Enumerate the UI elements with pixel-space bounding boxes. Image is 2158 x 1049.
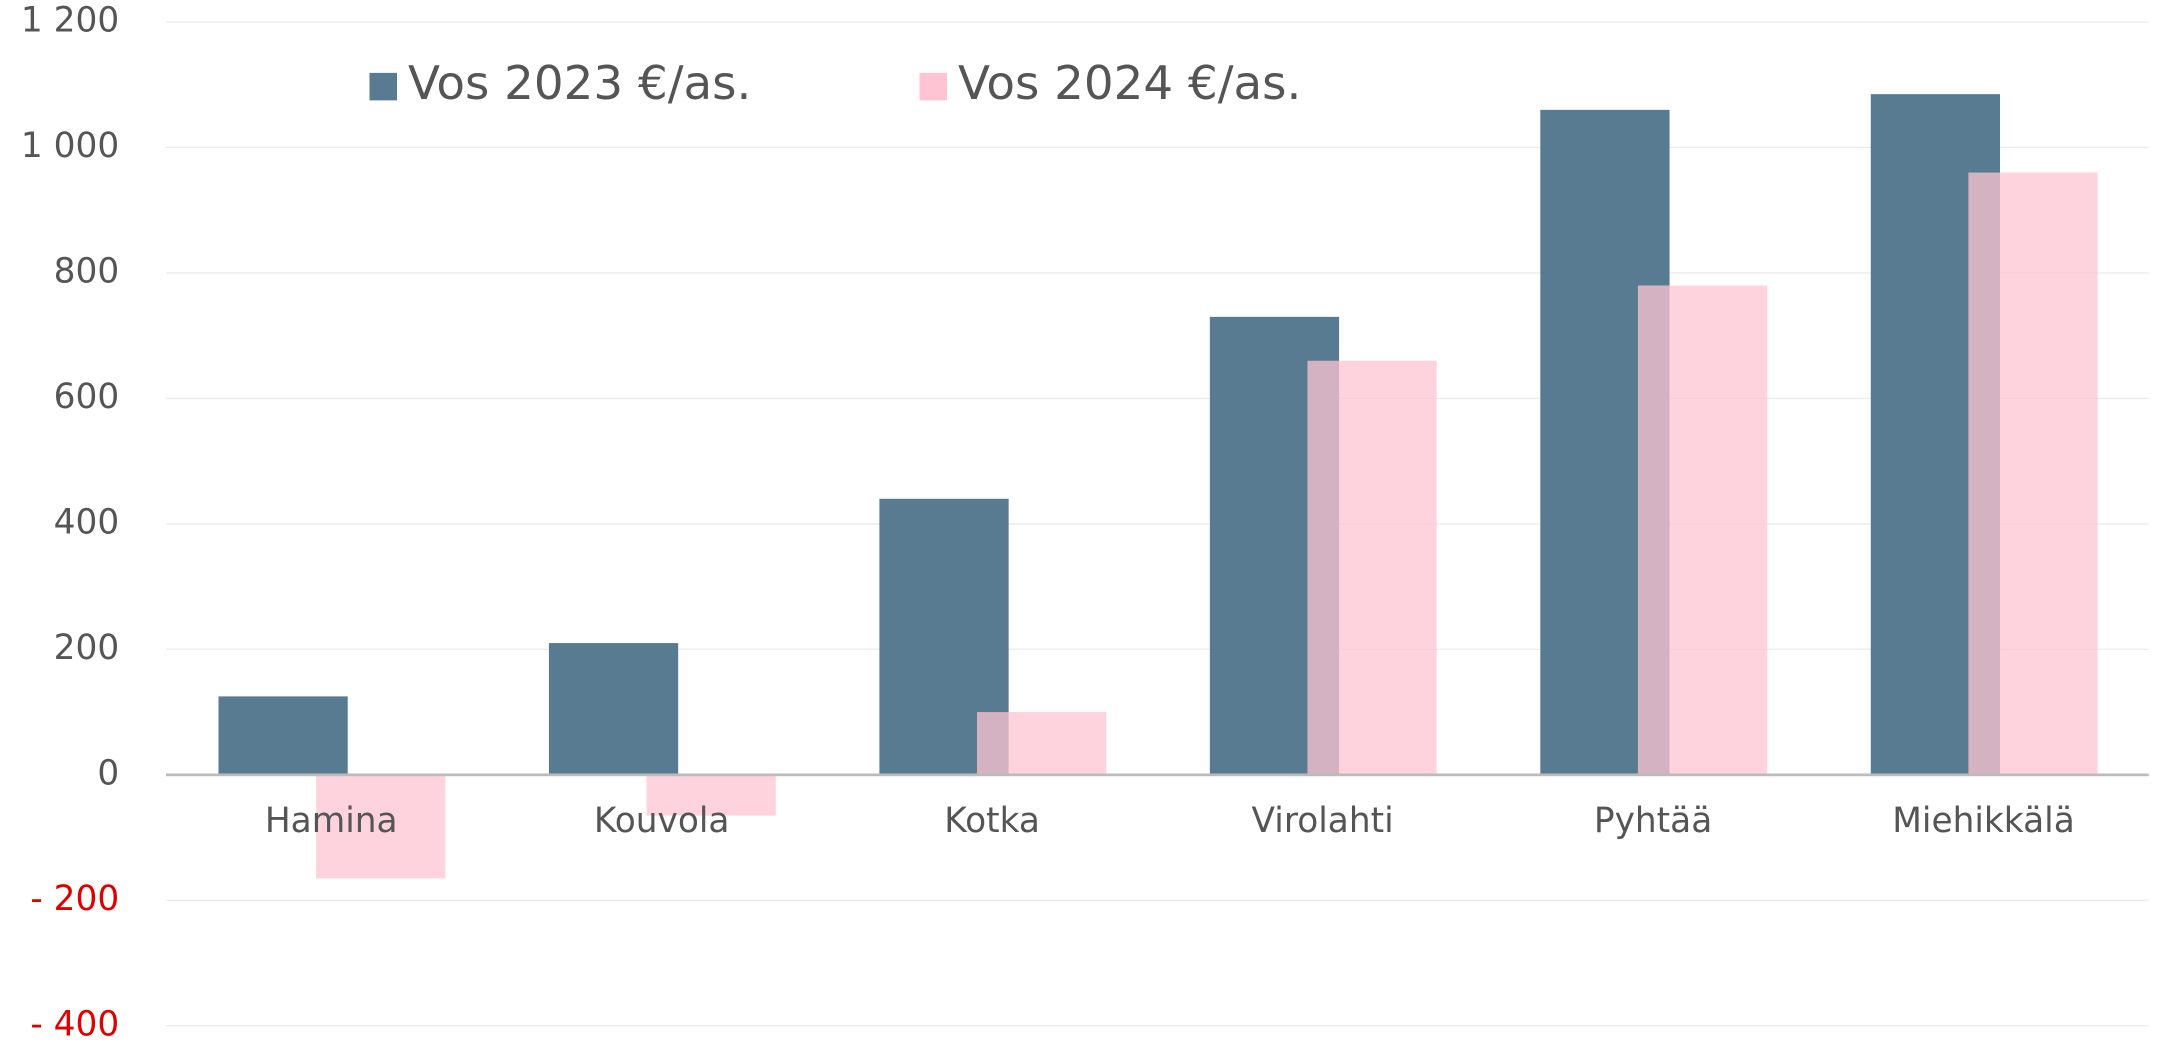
bar — [218, 696, 348, 775]
x-tick-label: Hamina — [265, 801, 398, 841]
y-tick-label: 800 — [54, 251, 120, 291]
x-tick-label: Pyhtää — [1594, 801, 1712, 841]
bar — [1637, 285, 1768, 775]
legend-swatch — [919, 72, 947, 101]
y-tick-label: 1 200 — [21, 1, 119, 41]
legend-swatch — [369, 72, 397, 101]
x-tick-label: Virolahti — [1252, 801, 1394, 841]
bar — [1307, 360, 1437, 775]
legend-label: Vos 2023 €/as. — [408, 57, 751, 111]
x-tick-label: Kotka — [944, 801, 1040, 841]
y-tick-label: 0 — [97, 753, 119, 793]
y-tick-label: 200 — [54, 628, 120, 668]
bar — [316, 774, 446, 879]
y-tick-label: - 400 — [30, 1004, 119, 1044]
bar — [548, 643, 679, 775]
bar — [1968, 172, 2098, 775]
x-tick-label: Kouvola — [594, 801, 730, 841]
y-tick-label: 1 000 — [21, 126, 119, 166]
y-tick-label: 600 — [54, 377, 120, 417]
bar — [977, 712, 1107, 775]
x-tick-label: Miehikkälä — [1892, 801, 2075, 841]
y-tick-label: - 200 — [30, 879, 119, 919]
y-tick-label: 400 — [54, 502, 120, 542]
legend-label: Vos 2024 €/as. — [958, 57, 1301, 111]
bar — [646, 774, 776, 816]
